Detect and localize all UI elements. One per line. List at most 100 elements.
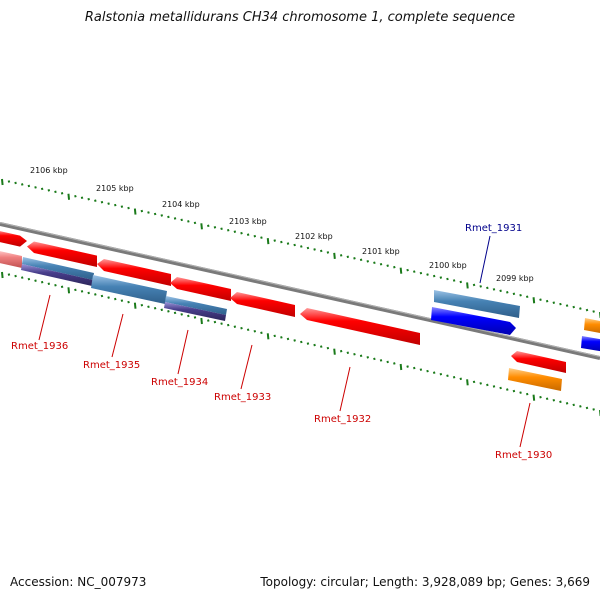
gene-label-rmet-1932[interactable]: Rmet_1932 bbox=[314, 414, 371, 425]
minor-tick bbox=[286, 337, 290, 341]
minor-tick bbox=[446, 374, 449, 378]
gene-feature-rmet-1936-steel[interactable] bbox=[22, 257, 94, 280]
minor-tick bbox=[452, 375, 456, 379]
minor-tick bbox=[40, 280, 44, 284]
minor-tick bbox=[127, 206, 130, 210]
minor-tick bbox=[366, 356, 370, 359]
minor-tick bbox=[459, 377, 463, 381]
gene-feature-rmet-1929-blue[interactable] bbox=[581, 336, 600, 352]
minor-tick bbox=[240, 326, 243, 330]
minor-tick bbox=[54, 283, 57, 287]
minor-tick bbox=[193, 221, 197, 225]
minor-tick bbox=[213, 320, 217, 324]
minor-tick bbox=[452, 279, 456, 282]
gene-feature-rmet-1935-steel[interactable] bbox=[91, 275, 167, 304]
minor-tick bbox=[432, 274, 436, 278]
major-tick bbox=[133, 302, 137, 309]
minor-tick bbox=[226, 228, 230, 232]
gene-label-rmet-1931[interactable]: Rmet_1931 bbox=[465, 223, 522, 234]
minor-tick bbox=[193, 316, 197, 319]
minor-tick bbox=[579, 307, 582, 310]
gene-feature-rmet-1936-purple[interactable] bbox=[21, 264, 93, 286]
minor-tick bbox=[153, 212, 157, 216]
minor-tick bbox=[100, 200, 104, 204]
minor-tick bbox=[273, 334, 276, 338]
minor-tick bbox=[47, 282, 51, 286]
minor-tick bbox=[280, 240, 283, 244]
minor-tick bbox=[552, 398, 556, 402]
minor-tick bbox=[100, 294, 104, 298]
minor-tick bbox=[246, 233, 250, 236]
minor-tick bbox=[34, 186, 37, 189]
minor-tick bbox=[379, 262, 383, 266]
tick-label-2105: 2105 kbp bbox=[96, 184, 134, 193]
gene-feature-rmet-1934-top[interactable] bbox=[170, 277, 231, 301]
major-tick bbox=[266, 238, 270, 245]
minor-tick bbox=[326, 346, 330, 350]
minor-tick bbox=[492, 288, 496, 291]
minor-tick bbox=[20, 183, 24, 186]
minor-tick bbox=[140, 209, 144, 213]
minor-tick bbox=[585, 406, 589, 410]
gene-feature-rmet-1934-steel[interactable] bbox=[165, 296, 227, 315]
minor-tick bbox=[173, 311, 177, 315]
gene-feature-rmet-1933-top[interactable] bbox=[230, 292, 295, 317]
gene-feature-rmet-1935-top[interactable] bbox=[97, 259, 171, 286]
gene-label-rmet-1936[interactable]: Rmet_1936 bbox=[11, 341, 68, 352]
gene-feature-rmet-1934-purple[interactable] bbox=[164, 302, 226, 321]
gene-feature-rmet-1931-blue[interactable] bbox=[431, 307, 516, 335]
minor-tick bbox=[472, 380, 476, 384]
minor-tick bbox=[353, 257, 356, 260]
minor-tick bbox=[339, 254, 343, 257]
minor-tick bbox=[313, 343, 316, 347]
minor-tick bbox=[207, 319, 210, 322]
gene-feature-rmet-1929-orange[interactable] bbox=[584, 318, 600, 334]
minor-tick bbox=[187, 314, 190, 318]
minor-tick bbox=[446, 277, 449, 281]
gene-label-rmet-1933[interactable]: Rmet_1933 bbox=[214, 392, 271, 403]
minor-tick bbox=[506, 388, 509, 391]
minor-tick bbox=[326, 251, 330, 254]
inner-tick-track bbox=[1, 271, 600, 417]
minor-tick bbox=[486, 286, 489, 290]
minor-tick bbox=[519, 293, 522, 297]
minor-tick bbox=[120, 299, 124, 302]
minor-tick bbox=[233, 325, 237, 328]
gene-feature-rmet-1936-top[interactable] bbox=[27, 241, 97, 268]
label-leader-lines bbox=[38, 294, 531, 448]
minor-tick bbox=[220, 227, 223, 231]
minor-tick bbox=[359, 258, 363, 262]
gene-label-rmet-1934[interactable]: Rmet_1934 bbox=[151, 377, 208, 388]
minor-tick bbox=[107, 296, 110, 299]
minor-tick bbox=[306, 246, 310, 250]
minor-tick bbox=[393, 265, 396, 269]
minor-tick bbox=[220, 322, 223, 325]
minor-tick bbox=[240, 231, 243, 235]
minor-tick bbox=[140, 303, 144, 307]
minor-tick bbox=[439, 276, 443, 279]
minor-tick bbox=[592, 408, 595, 411]
gene-feature-rmet-1931-steel[interactable] bbox=[434, 290, 520, 318]
gene-feature-rmet-1937-pink[interactable] bbox=[0, 250, 22, 268]
minor-tick bbox=[94, 199, 97, 202]
topology-text: Topology: circular; Length: 3,928,089 bp… bbox=[260, 575, 590, 589]
gene-feature-rmet-1930-red[interactable] bbox=[511, 351, 566, 373]
minor-tick bbox=[27, 277, 31, 281]
minor-tick bbox=[459, 280, 463, 284]
minor-tick bbox=[592, 310, 595, 313]
minor-tick bbox=[226, 323, 230, 327]
gene-feature-rmet-1932-top[interactable] bbox=[300, 308, 420, 345]
tick-label-2101: 2101 kbp bbox=[362, 247, 400, 256]
minor-tick bbox=[54, 190, 57, 194]
gene-label-rmet-1930[interactable]: Rmet_1930 bbox=[495, 450, 552, 461]
gene-feature-rmet-1930-orange[interactable] bbox=[508, 368, 562, 391]
minor-tick bbox=[386, 264, 389, 267]
label-leader-line-rmet-1931 bbox=[479, 235, 491, 284]
minor-tick bbox=[346, 255, 350, 259]
gene-label-rmet-1935[interactable]: Rmet_1935 bbox=[83, 360, 140, 371]
minor-tick bbox=[492, 385, 496, 388]
gene-feature-rmet-1937-top[interactable] bbox=[0, 230, 27, 247]
minor-tick bbox=[273, 239, 276, 242]
tick-label-2103: 2103 kbp bbox=[229, 217, 267, 226]
